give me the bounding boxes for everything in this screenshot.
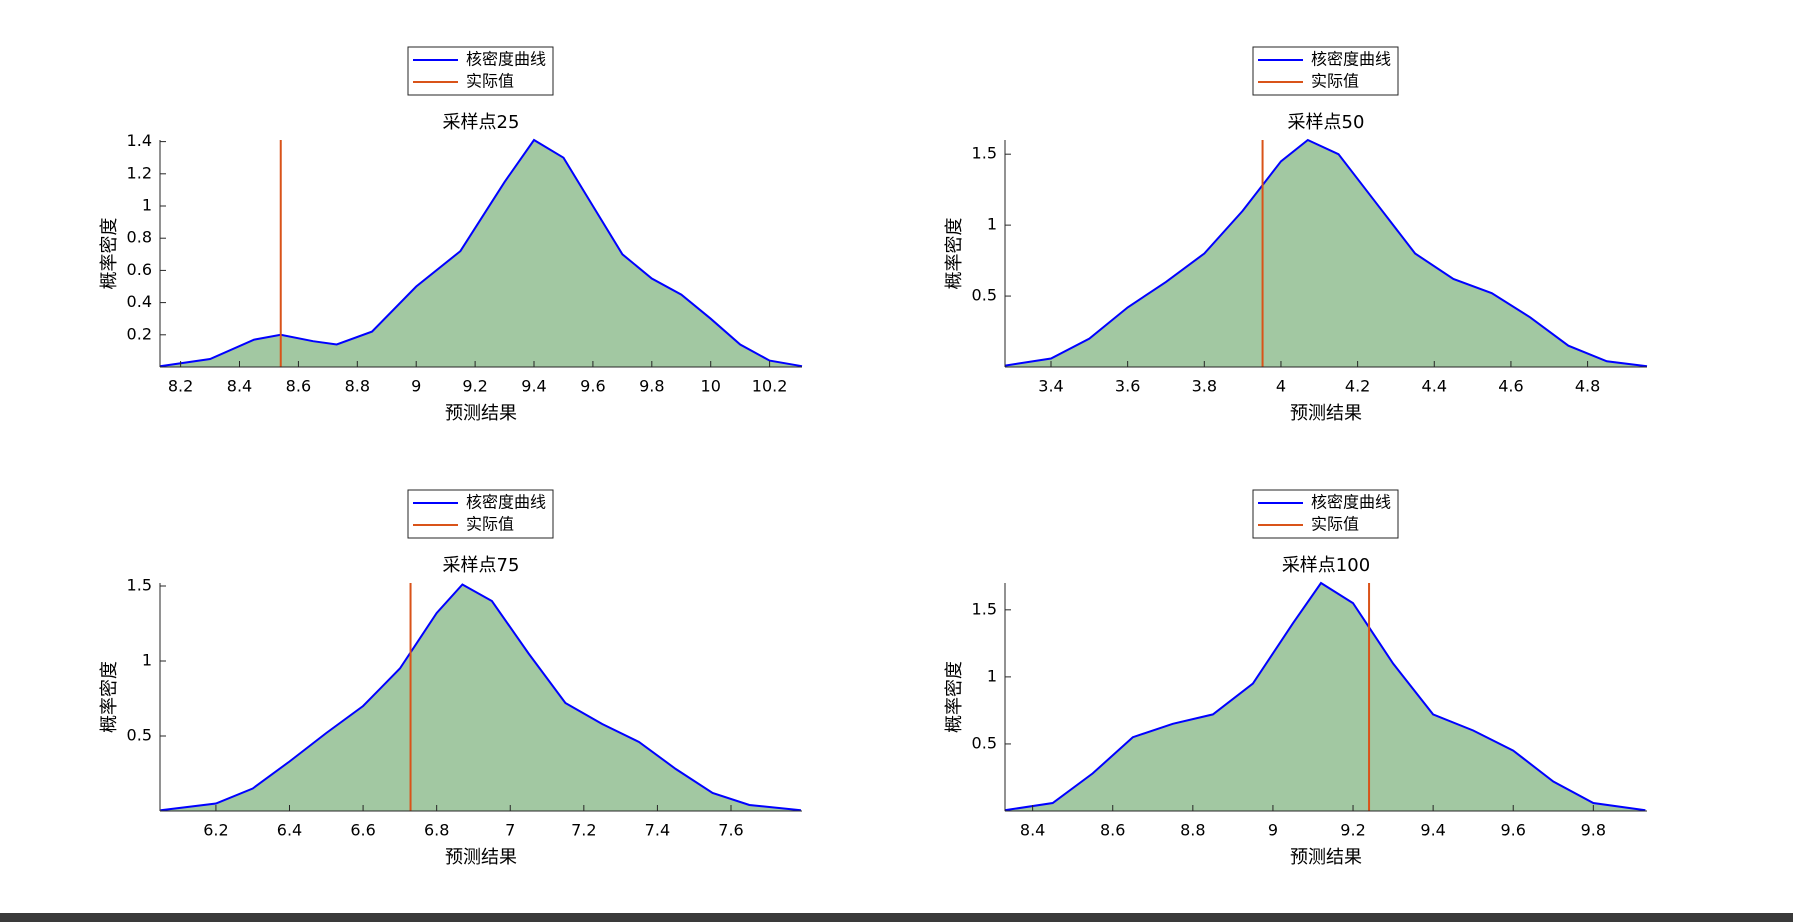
y-axis-label: 概率密度	[99, 661, 120, 733]
density-area	[160, 584, 801, 811]
x-tick-label: 8.4	[227, 377, 252, 396]
x-axis-label: 预测结果	[1290, 403, 1362, 424]
x-tick-label: 9.8	[1581, 821, 1606, 840]
y-tick-label: 1	[987, 215, 997, 234]
x-tick-label: 9	[411, 377, 421, 396]
density-area	[1005, 140, 1647, 367]
x-tick-label: 8.2	[168, 377, 193, 396]
y-tick-label: 1.4	[127, 131, 152, 150]
y-tick-label: 1	[987, 666, 997, 685]
x-tick-label: 9.4	[1420, 821, 1445, 840]
y-tick-label: 0.5	[972, 733, 997, 752]
x-axis-label: 预测结果	[445, 847, 517, 868]
y-tick-label: 1.5	[972, 144, 997, 163]
x-tick-label: 6.2	[203, 821, 228, 840]
legend-label: 实际值	[466, 515, 514, 534]
y-axis-label: 概率密度	[99, 218, 120, 290]
subplot-title: 采样点100	[1282, 555, 1370, 576]
x-tick-label: 10.2	[752, 377, 788, 396]
subplot-title: 采样点50	[1288, 112, 1365, 133]
x-tick-label: 4.8	[1575, 377, 1600, 396]
y-tick-label: 1.2	[127, 163, 152, 182]
x-tick-label: 8.6	[286, 377, 311, 396]
legend-label: 核密度曲线	[1311, 493, 1391, 512]
x-tick-label: 8.6	[1100, 821, 1125, 840]
x-tick-label: 7.4	[645, 821, 670, 840]
subplot-title: 采样点25	[443, 112, 520, 133]
x-tick-label: 10	[701, 377, 721, 396]
subplot: 3.4 3.6 3.8 4 4.2 4.4 4.6 4.8 0.5 1 1.5 采样点50 预测结果 概率…	[944, 46, 1648, 424]
density-curve	[1004, 138, 1648, 368]
y-tick-label: 1.5	[972, 599, 997, 618]
y-tick-label: 1	[142, 196, 152, 215]
x-tick-label: 9.6	[580, 377, 605, 396]
density-curve	[1004, 581, 1646, 812]
legend-box	[1252, 489, 1399, 539]
subplot: 8.4 8.6 8.8 9 9.2 9.4 9.6 9.8 0.5 1 1.5 采样点100 预测结果 概…	[944, 489, 1647, 868]
x-tick-label: 8.4	[1020, 821, 1045, 840]
x-tick-label: 9.8	[639, 377, 664, 396]
x-tick-label: 3.4	[1038, 377, 1063, 396]
legend-label: 实际值	[466, 72, 514, 91]
x-tick-label: 4.6	[1498, 377, 1523, 396]
x-tick-label: 4.4	[1422, 377, 1447, 396]
y-tick-label: 0.4	[127, 292, 152, 311]
y-tick-label: 1	[142, 651, 152, 670]
x-tick-label: 7.6	[718, 821, 743, 840]
x-tick-label: 9.2	[462, 377, 487, 396]
x-tick-label: 9	[1268, 821, 1278, 840]
y-tick-label: 1.5	[127, 576, 152, 595]
legend-label: 核密度曲线	[466, 493, 546, 512]
density-curve	[160, 583, 802, 812]
x-tick-label: 3.8	[1192, 377, 1217, 396]
x-tick-label: 6.6	[350, 821, 375, 840]
density-area	[160, 140, 802, 367]
legend-box	[1252, 46, 1399, 96]
y-axis-label: 概率密度	[944, 661, 965, 733]
x-tick-label: 4	[1276, 377, 1286, 396]
y-tick-label: 0.6	[127, 260, 152, 279]
density-curve	[159, 138, 803, 368]
x-tick-label: 8.8	[345, 377, 370, 396]
x-axis-label: 预测结果	[1290, 847, 1362, 868]
legend-box	[407, 489, 554, 539]
x-tick-label: 9.4	[521, 377, 546, 396]
legend-label: 实际值	[1311, 515, 1359, 534]
x-tick-label: 6.8	[424, 821, 449, 840]
y-tick-label: 0.5	[972, 286, 997, 305]
taskbar-strip	[0, 913, 1793, 922]
y-tick-label: 0.2	[127, 324, 152, 343]
subplot: 6.2 6.4 6.6 6.8 7 7.2 7.4 7.6 0.5 1 1.5 采样点75 预测结果 概率…	[99, 489, 802, 868]
x-axis-label: 预测结果	[445, 403, 517, 424]
legend-label: 核密度曲线	[466, 50, 546, 69]
x-tick-label: 8.8	[1180, 821, 1205, 840]
x-tick-label: 4.2	[1345, 377, 1370, 396]
x-tick-label: 7.2	[571, 821, 596, 840]
legend-label: 核密度曲线	[1311, 50, 1391, 69]
x-tick-label: 9.6	[1501, 821, 1526, 840]
legend-box	[407, 46, 554, 96]
y-axis-label: 概率密度	[944, 218, 965, 290]
x-tick-label: 9.2	[1340, 821, 1365, 840]
subplot: 8.2 8.4 8.6 8.8 9 9.2 9.4 9.6 9.8 10 10.2 0.2 0.4 0.6…	[99, 46, 803, 424]
density-area	[1004, 583, 1646, 811]
legend-label: 实际值	[1311, 72, 1359, 91]
x-tick-label: 7	[505, 821, 515, 840]
y-tick-label: 0.5	[127, 726, 152, 745]
subplot-title: 采样点75	[443, 555, 520, 576]
x-tick-label: 3.6	[1115, 377, 1140, 396]
x-tick-label: 6.4	[277, 821, 302, 840]
y-tick-label: 0.8	[127, 228, 152, 247]
